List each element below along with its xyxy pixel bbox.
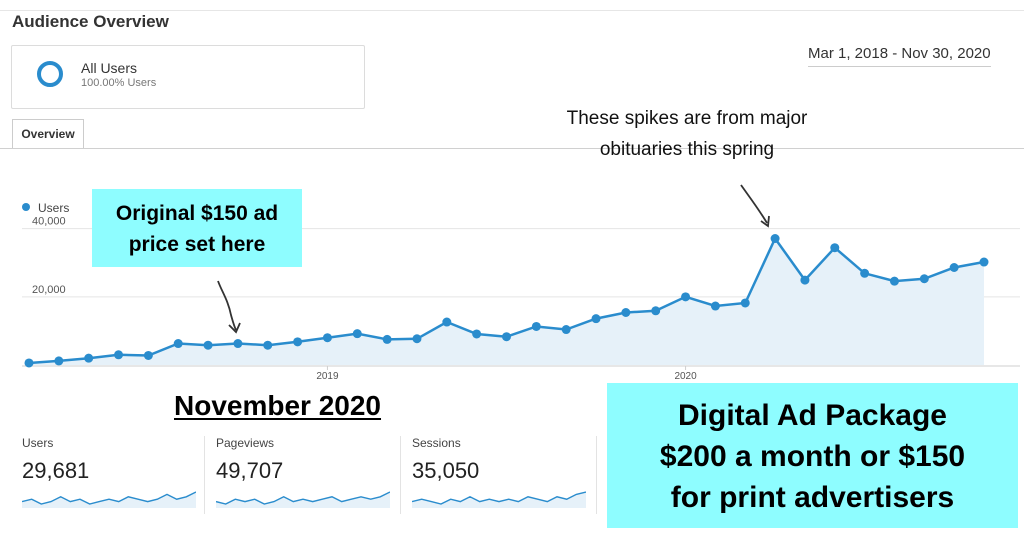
tab-overview[interactable]: Overview [12, 119, 84, 148]
y-tick-label: 20,000 [32, 284, 66, 296]
metric-label: Pageviews [216, 436, 275, 450]
data-point[interactable] [352, 329, 362, 339]
users-area [29, 238, 984, 365]
sparkline-area [412, 492, 586, 508]
sparkline-area [216, 492, 390, 508]
data-point[interactable] [263, 340, 273, 350]
data-point[interactable] [740, 298, 750, 308]
metric-label: Sessions [412, 436, 461, 450]
data-point[interactable] [442, 317, 452, 327]
metric-divider [596, 436, 597, 514]
x-tick-label: 2020 [674, 371, 697, 382]
data-point[interactable] [710, 301, 720, 311]
chart-y-ticks: 40,000 20,000 [32, 216, 66, 296]
metric-divider [204, 436, 205, 514]
data-point[interactable] [472, 329, 482, 339]
data-point[interactable] [54, 356, 64, 366]
data-point[interactable] [293, 337, 303, 347]
ad-price-callout: Original $150 ad price set here [92, 189, 302, 267]
data-point[interactable] [919, 274, 929, 284]
ad-package-callout: Digital Ad Package $200 a month or $150 … [607, 383, 1018, 528]
month-heading: November 2020 [174, 390, 382, 421]
data-point[interactable] [173, 339, 183, 349]
data-point[interactable] [24, 358, 34, 368]
metric-pageviews[interactable]: Pageviews 49,707 [216, 432, 406, 514]
top-divider [0, 10, 1024, 11]
page-title: Audience Overview [12, 12, 169, 31]
segment-percent: 100.00% Users [81, 77, 157, 89]
legend-dot-icon [22, 203, 30, 211]
ad-package-line: Digital Ad Package [678, 399, 947, 432]
data-point[interactable] [114, 350, 124, 360]
x-tick-label: 2019 [316, 371, 339, 382]
metric-users[interactable]: Users 29,681 [22, 432, 212, 514]
metric-sparkline [22, 491, 196, 508]
metric-value: 49,707 [216, 458, 284, 483]
spike-arrow [740, 184, 768, 224]
users-points [24, 234, 989, 368]
date-range-picker[interactable]: Mar 1, 2018 - Nov 30, 2020 [808, 45, 991, 67]
spike-annotation: These spikes are from major obituaries t… [566, 108, 808, 160]
chart-legend[interactable]: Users [22, 201, 69, 215]
metric-label: Users [22, 436, 54, 450]
data-point[interactable] [412, 334, 422, 344]
metric-value: 35,050 [412, 458, 480, 483]
data-point[interactable] [621, 308, 631, 317]
data-point[interactable] [561, 325, 571, 335]
y-tick-label: 40,000 [32, 216, 66, 228]
data-point[interactable] [830, 243, 840, 253]
segment-ring-icon [37, 61, 63, 87]
data-point[interactable] [203, 340, 213, 350]
data-point[interactable] [143, 350, 153, 360]
ad-package-line: $200 a month or $150 [659, 440, 966, 473]
segment-card[interactable]: All Users 100.00% Users [11, 45, 365, 109]
data-point[interactable] [84, 353, 94, 363]
metric-sessions[interactable]: Sessions 35,050 [412, 432, 602, 514]
data-point[interactable] [502, 332, 511, 342]
ad-price-arrowhead [228, 322, 241, 334]
data-point[interactable] [770, 234, 780, 244]
tab-divider [0, 148, 1024, 149]
data-point[interactable] [949, 263, 959, 272]
ad-package-line: for print advertisers [670, 481, 955, 514]
sparkline-line [216, 491, 390, 505]
chart-x-ticks: 2019 2020 [316, 366, 697, 382]
metric-sparkline [216, 491, 390, 508]
sparkline-line [22, 491, 196, 505]
data-point[interactable] [651, 306, 661, 316]
legend-label: Users [38, 201, 70, 215]
segment-name: All Users [81, 60, 138, 76]
metric-divider [400, 436, 401, 514]
data-point[interactable] [860, 268, 870, 278]
data-point[interactable] [800, 275, 810, 285]
data-point[interactable] [382, 334, 392, 344]
sparkline-area [22, 492, 196, 508]
sparkline-line [412, 491, 586, 505]
ad-price-arrow [217, 280, 237, 331]
data-point[interactable] [889, 276, 899, 286]
data-point[interactable] [322, 333, 332, 343]
data-point[interactable] [979, 257, 989, 267]
data-point[interactable] [591, 314, 601, 324]
spike-arrowhead [760, 215, 770, 228]
users-line-chart: 40,000 20,000 2019 2020 [22, 184, 1020, 382]
metric-sparkline [412, 491, 586, 508]
data-point[interactable] [531, 321, 541, 331]
data-point[interactable] [233, 339, 243, 349]
data-point[interactable] [681, 292, 691, 302]
metric-value: 29,681 [22, 458, 90, 483]
